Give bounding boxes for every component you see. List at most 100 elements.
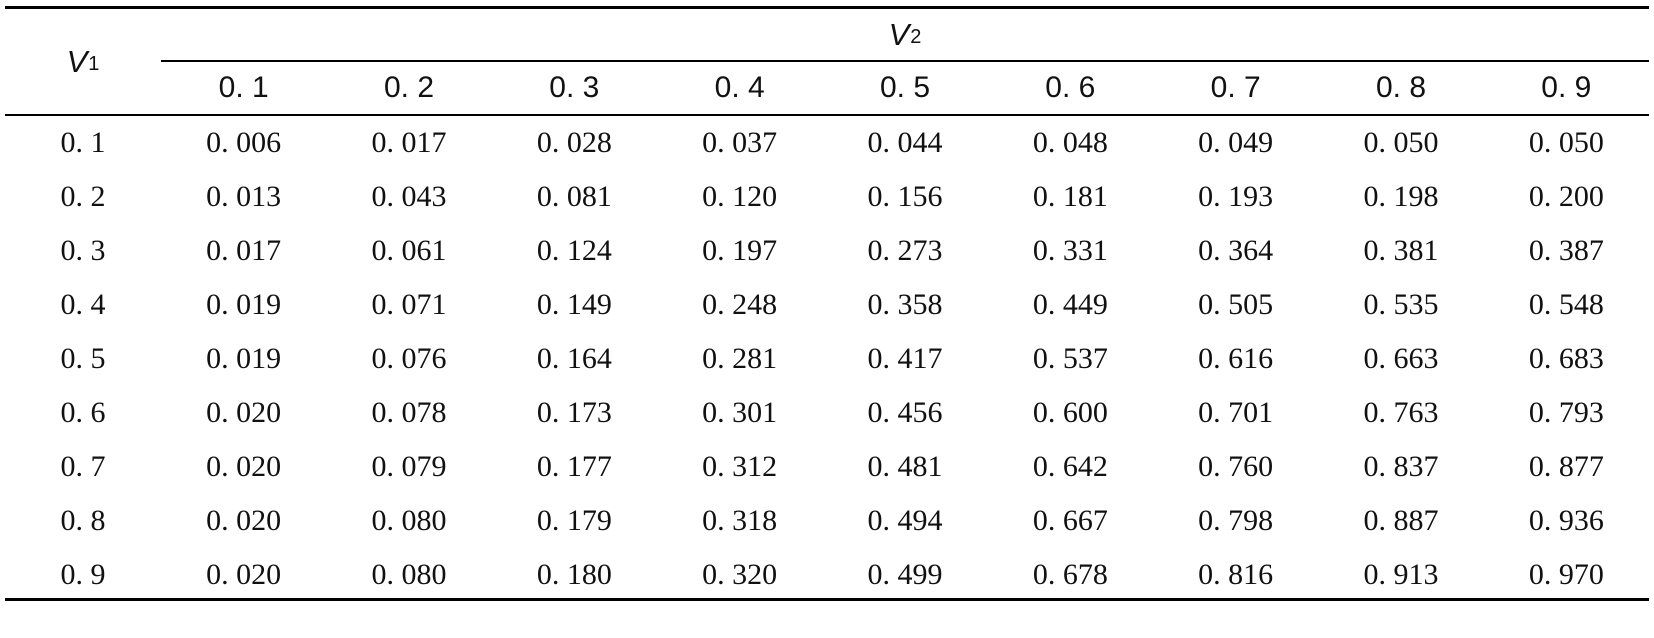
table-cell: 0. 663 xyxy=(1363,342,1439,375)
table-cell: 0. 505 xyxy=(1198,288,1274,321)
table-cell: 0. 050 xyxy=(1528,126,1604,159)
column-header: 0. 1 xyxy=(218,71,269,104)
table-cell: 0. 013 xyxy=(206,180,282,213)
table-cell: 0. 080 xyxy=(371,558,447,591)
table-cell: 0. 156 xyxy=(867,180,943,213)
row-label: 0. 2 xyxy=(60,180,106,213)
table-cell: 0. 048 xyxy=(1032,126,1108,159)
table-cell: 0. 273 xyxy=(867,234,943,267)
table-cell: 0. 499 xyxy=(867,558,943,591)
table-cell: 0. 760 xyxy=(1198,450,1274,483)
table-cell: 0. 017 xyxy=(371,126,447,159)
table-cell: 0. 076 xyxy=(371,342,447,375)
column-header: 0. 5 xyxy=(879,71,931,104)
table-cell: 0. 164 xyxy=(536,342,612,375)
row-label: 0. 4 xyxy=(60,288,106,321)
header-rule xyxy=(5,114,1649,116)
table-cell: 0. 683 xyxy=(1528,342,1604,375)
table-cell: 0. 642 xyxy=(1032,450,1108,483)
table-cell: 0. 913 xyxy=(1363,558,1439,591)
table-cell: 0. 120 xyxy=(702,180,778,213)
table-cell: 0. 381 xyxy=(1363,234,1439,267)
row-label: 0. 7 xyxy=(60,450,106,483)
table-cell: 0. 020 xyxy=(206,558,282,591)
table-cell: 0. 198 xyxy=(1363,180,1439,213)
table-cell: 0. 616 xyxy=(1198,342,1274,375)
table-cell: 0. 548 xyxy=(1528,288,1604,321)
table-cell: 0. 456 xyxy=(867,396,943,429)
table-cell: 0. 197 xyxy=(702,234,778,267)
table-cell: 0. 049 xyxy=(1198,126,1274,159)
table-cell: 0. 193 xyxy=(1198,180,1274,213)
table-cell: 0. 331 xyxy=(1032,234,1108,267)
table-cell: 0. 061 xyxy=(371,234,447,267)
table-cell: 0. 887 xyxy=(1363,504,1439,537)
table-cell: 0. 028 xyxy=(536,126,612,159)
table-cell: 0. 181 xyxy=(1032,180,1108,213)
table-cell: 0. 020 xyxy=(206,504,282,537)
column-header: 0. 9 xyxy=(1541,71,1592,104)
table-cell: 0. 043 xyxy=(371,180,447,213)
table-cell: 0. 364 xyxy=(1198,234,1274,267)
table-cell: 0. 080 xyxy=(371,504,447,537)
table-cell: 0. 281 xyxy=(702,342,778,375)
table-cell: 0. 798 xyxy=(1198,504,1274,537)
table-cell: 0. 481 xyxy=(867,450,943,483)
table-cell: 0. 970 xyxy=(1528,558,1604,591)
table-cell: 0. 019 xyxy=(206,288,282,321)
table-cell: 0. 006 xyxy=(206,126,282,159)
table-cell: 0. 173 xyxy=(536,396,612,429)
table-cell: 0. 124 xyxy=(536,234,612,267)
table-cell: 0. 037 xyxy=(702,126,778,159)
table-cell: 0. 044 xyxy=(867,126,943,159)
table-cell: 0. 793 xyxy=(1528,396,1604,429)
table-cell: 0. 318 xyxy=(702,504,778,537)
table-cell: 0. 177 xyxy=(536,450,612,483)
column-header: 0. 7 xyxy=(1210,71,1261,104)
table-cell: 0. 312 xyxy=(702,450,778,483)
table-cell: 0. 020 xyxy=(206,396,282,429)
row-label: 0. 9 xyxy=(60,558,106,591)
table-cell: 0. 019 xyxy=(206,342,282,375)
table-cell: 0. 535 xyxy=(1363,288,1439,321)
table-cell: 0. 179 xyxy=(536,504,612,537)
table-cell: 0. 678 xyxy=(1032,558,1108,591)
table-cell: 0. 320 xyxy=(702,558,778,591)
table-cell: 0. 449 xyxy=(1032,288,1108,321)
table-cell: 0. 149 xyxy=(536,288,612,321)
row-label: 0. 6 xyxy=(60,396,106,429)
column-header: 0. 8 xyxy=(1375,71,1427,104)
column-header: 0. 4 xyxy=(714,71,765,104)
table-cell: 0. 417 xyxy=(867,342,943,375)
table-cell: 0. 877 xyxy=(1528,450,1604,483)
table-cell: 0. 078 xyxy=(371,396,447,429)
table-cell: 0. 600 xyxy=(1032,396,1108,429)
table-cell: 0. 667 xyxy=(1032,504,1108,537)
row-label: 0. 5 xyxy=(60,342,106,375)
table-cell: 0. 020 xyxy=(206,450,282,483)
table-cell: 0. 701 xyxy=(1198,396,1274,429)
row-label: 0. 8 xyxy=(60,504,106,537)
bottom-rule xyxy=(5,598,1649,601)
table-cell: 0. 763 xyxy=(1363,396,1439,429)
table-cell: 0. 200 xyxy=(1528,180,1604,213)
table-cell: 0. 248 xyxy=(702,288,778,321)
table-cell: 0. 837 xyxy=(1363,450,1439,483)
column-header: 0. 6 xyxy=(1045,71,1096,104)
table-cell: 0. 358 xyxy=(867,288,943,321)
table-cell: 0. 301 xyxy=(702,396,778,429)
table-cell: 0. 387 xyxy=(1528,234,1604,267)
row-label: 0. 1 xyxy=(60,126,106,159)
table-cell: 0. 071 xyxy=(371,288,447,321)
column-header: 0. 2 xyxy=(383,71,435,104)
table-cell: 0. 081 xyxy=(536,180,612,213)
table-cell: 0. 180 xyxy=(536,558,612,591)
table-cell: 0. 816 xyxy=(1198,558,1274,591)
top-rule xyxy=(5,6,1649,9)
table-cell: 0. 079 xyxy=(371,450,447,483)
column-header: 0. 3 xyxy=(549,71,600,104)
table-cell: 0. 537 xyxy=(1032,342,1108,375)
row-label: 0. 3 xyxy=(60,234,106,267)
